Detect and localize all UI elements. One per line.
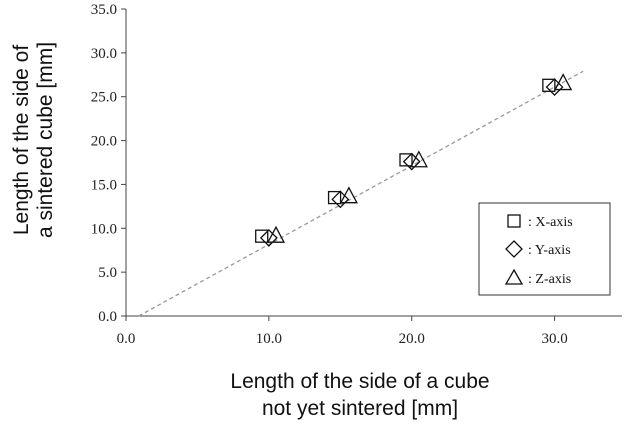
data-point-diamond-marker	[402, 152, 421, 171]
trendline	[138, 70, 584, 317]
y-tick-label: 25.0	[91, 90, 117, 106]
legend-label-x-axis: : X-axis	[528, 215, 573, 230]
data-point-triangle-marker	[554, 73, 573, 91]
data-point-square-marker	[327, 190, 342, 205]
data-point-square-marker	[542, 78, 556, 92]
data-point-square-marker	[255, 229, 269, 243]
x-tick-label: 20.0	[399, 331, 425, 347]
legend-marker-diamond	[505, 240, 523, 258]
legend-box	[478, 202, 611, 296]
y-tick-label: 20.0	[91, 134, 117, 150]
legend: : X-axis : Y-axis : Z-axis	[478, 202, 611, 296]
y-axis-title-line-1: Length of the side of	[10, 45, 33, 235]
data-point-triangle-marker	[266, 225, 286, 243]
x-tick-label: 30.0	[541, 331, 567, 347]
y-tick-label: 30.0	[91, 46, 117, 62]
legend-marker-triangle	[504, 268, 524, 285]
data-point-diamond-marker	[545, 78, 564, 96]
y-tick-label: 5.0	[98, 265, 117, 281]
y-tick-label: 10.0	[91, 221, 117, 237]
y-axis-title-line-2: a sintered cube [mm]	[34, 42, 57, 238]
y-axis-title: Length of the side of a sintered cube [m…	[10, 42, 57, 238]
legend-label-y-axis: : Y-axis	[528, 243, 571, 258]
y-tick-label: 15.0	[91, 177, 117, 193]
legend-label-z-axis: : Z-axis	[528, 272, 571, 287]
y-tick-label: 35.0	[91, 2, 117, 18]
axes	[125, 9, 622, 317]
data-point-triangle-marker	[409, 150, 428, 168]
x-axis-title-line-1: Length of the side of a cube	[230, 370, 489, 393]
x-axis-title: Length of the side of a cube not yet sin…	[230, 370, 489, 420]
data-point-triangle-marker	[339, 186, 358, 204]
x-tick-label: 10.0	[256, 331, 282, 347]
data-point-diamond-marker	[331, 190, 350, 209]
data-point-diamond-marker	[259, 229, 278, 247]
x-tick-label: 0.0	[117, 331, 136, 347]
x-axis-title-line-2: not yet sintered [mm]	[262, 397, 458, 420]
y-tick-label: 0.0	[98, 309, 117, 325]
legend-marker-square	[507, 214, 521, 228]
data-point-square-marker	[399, 153, 413, 167]
